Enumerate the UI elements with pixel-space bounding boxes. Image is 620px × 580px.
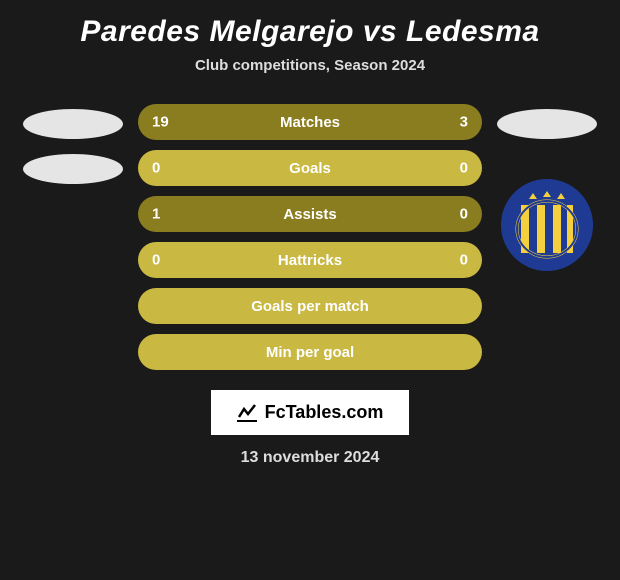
footer: FcTables.com 13 november 2024: [10, 390, 610, 467]
stat-row: Min per goal: [138, 334, 482, 370]
player-placeholder-oval: [497, 109, 597, 139]
stat-label: Min per goal: [266, 344, 354, 361]
left-player-col: [18, 104, 128, 184]
player-placeholder-oval: [23, 154, 123, 184]
subtitle: Club competitions, Season 2024: [10, 57, 610, 74]
brand-badge[interactable]: FcTables.com: [211, 390, 410, 435]
stat-row: 0 0 Hattricks: [138, 242, 482, 278]
right-player-col: [492, 104, 602, 271]
stat-value-left: 0: [152, 160, 160, 177]
stat-row: 1 0 Assists: [138, 196, 482, 232]
stat-value-right: 0: [460, 252, 468, 269]
stat-label: Assists: [283, 206, 336, 223]
stat-label: Matches: [280, 114, 340, 131]
stat-label: Hattricks: [278, 252, 342, 269]
club-badge-icon: [501, 179, 593, 271]
stat-value-right: 3: [460, 114, 468, 131]
chart-icon: [237, 403, 257, 423]
brand-text: FcTables.com: [265, 402, 384, 423]
stat-value-left: 0: [152, 252, 160, 269]
stat-row: 0 0 Goals: [138, 150, 482, 186]
root: Paredes Melgarejo vs Ledesma Club compet…: [0, 0, 620, 482]
stats-column: 19 3 Matches 0 0 Goals 1 0 Assists 0 0 Hattricks Goa…: [138, 104, 482, 370]
comparison-area: 19 3 Matches 0 0 Goals 1 0 Assists 0 0 Hattricks Goa…: [10, 104, 610, 370]
stat-row: Goals per match: [138, 288, 482, 324]
club-badge: [501, 179, 593, 271]
stat-row: 19 3 Matches: [138, 104, 482, 140]
page-title: Paredes Melgarejo vs Ledesma: [10, 15, 610, 49]
stat-label: Goals per match: [251, 298, 369, 315]
stat-value-right: 0: [460, 206, 468, 223]
stat-value-right: 0: [460, 160, 468, 177]
stat-value-left: 19: [152, 114, 169, 131]
date-text: 13 november 2024: [241, 449, 380, 467]
stat-value-left: 1: [152, 206, 160, 223]
player-placeholder-oval: [23, 109, 123, 139]
stat-label: Goals: [289, 160, 331, 177]
